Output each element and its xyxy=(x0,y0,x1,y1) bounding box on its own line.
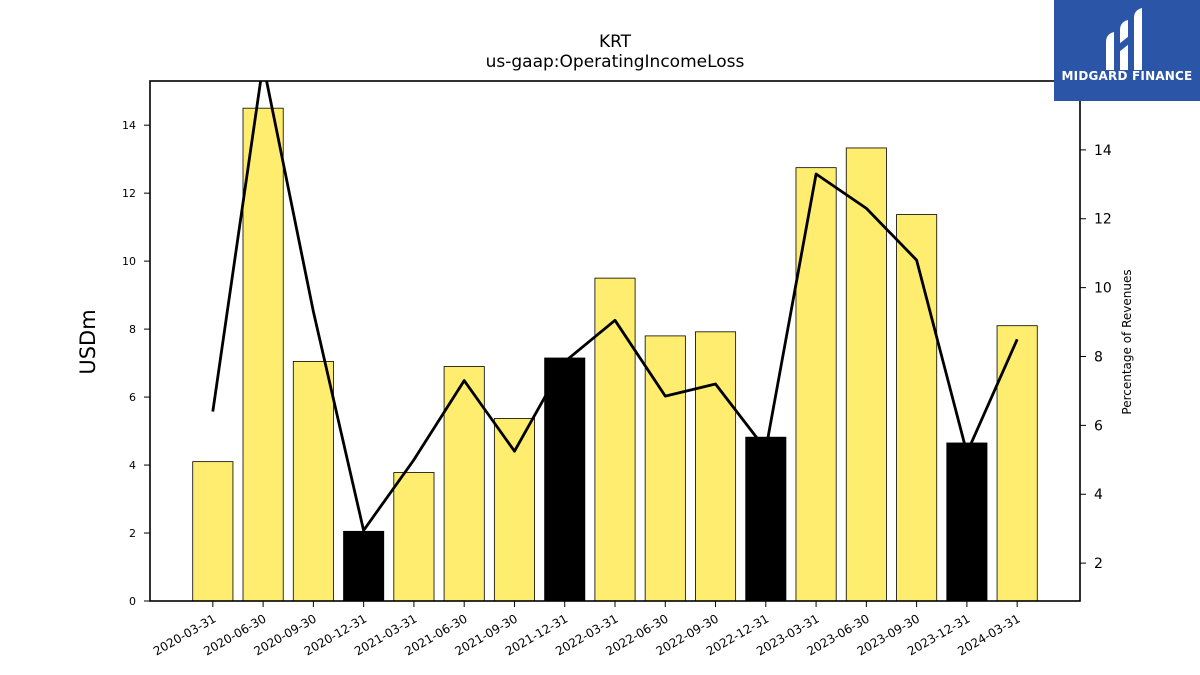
y-tick-label-14: 14 xyxy=(122,119,136,132)
bar-2020-03-31 xyxy=(192,461,234,602)
bar-2021-06-30 xyxy=(443,366,485,602)
bar-2020-12-31 xyxy=(343,530,385,602)
y2-tick-label-4: 4 xyxy=(1094,487,1103,503)
bar-2022-06-30 xyxy=(644,335,686,602)
bar-2021-12-31 xyxy=(544,357,586,602)
series-line xyxy=(211,81,1019,532)
y2-tick-label-6: 6 xyxy=(1094,418,1103,434)
midgard-logo-icon xyxy=(1106,8,1142,70)
midgard-logo-text: MIDGARD FINANCE xyxy=(1061,69,1193,83)
bar-2023-06-30 xyxy=(845,147,887,602)
y-tick-label-4: 4 xyxy=(129,459,136,472)
bar-2023-03-31 xyxy=(795,167,837,602)
y2-tick-label-12: 12 xyxy=(1094,212,1112,228)
bar-2024-03-31 xyxy=(996,325,1038,602)
y-tick-label-10: 10 xyxy=(122,255,136,268)
y-tick-label-12: 12 xyxy=(122,187,136,200)
bar-2021-09-30 xyxy=(493,418,535,602)
bar-2022-12-31 xyxy=(745,436,787,602)
y2-tick-label-10: 10 xyxy=(1094,281,1112,297)
bar-2020-09-30 xyxy=(292,360,334,602)
y-tick-label-0: 0 xyxy=(129,595,136,608)
y-tick-label-8: 8 xyxy=(129,323,136,336)
bar-2022-09-30 xyxy=(695,331,737,602)
y2-tick-label-2: 2 xyxy=(1094,556,1103,572)
bar-2020-06-30 xyxy=(242,107,284,602)
y2-tick-label-14: 14 xyxy=(1094,143,1112,159)
midgard-logo: MIDGARD FINANCE xyxy=(1054,0,1200,101)
bar-2023-09-30 xyxy=(896,214,938,602)
chart-subtitle: us-gaap:OperatingIncomeLoss xyxy=(485,52,745,72)
y-tick-label-2: 2 xyxy=(129,527,136,540)
y2-axis-label: Percentage of Revenues xyxy=(1120,269,1134,415)
y-axis-label: USDm xyxy=(76,309,100,375)
y2-tick-label-8: 8 xyxy=(1094,349,1103,365)
bar-2023-12-31 xyxy=(946,442,988,602)
bar-2021-03-31 xyxy=(393,472,435,602)
chart-title: KRT xyxy=(598,32,632,52)
y-tick-label-6: 6 xyxy=(129,391,136,404)
bar-2022-03-31 xyxy=(594,277,636,602)
